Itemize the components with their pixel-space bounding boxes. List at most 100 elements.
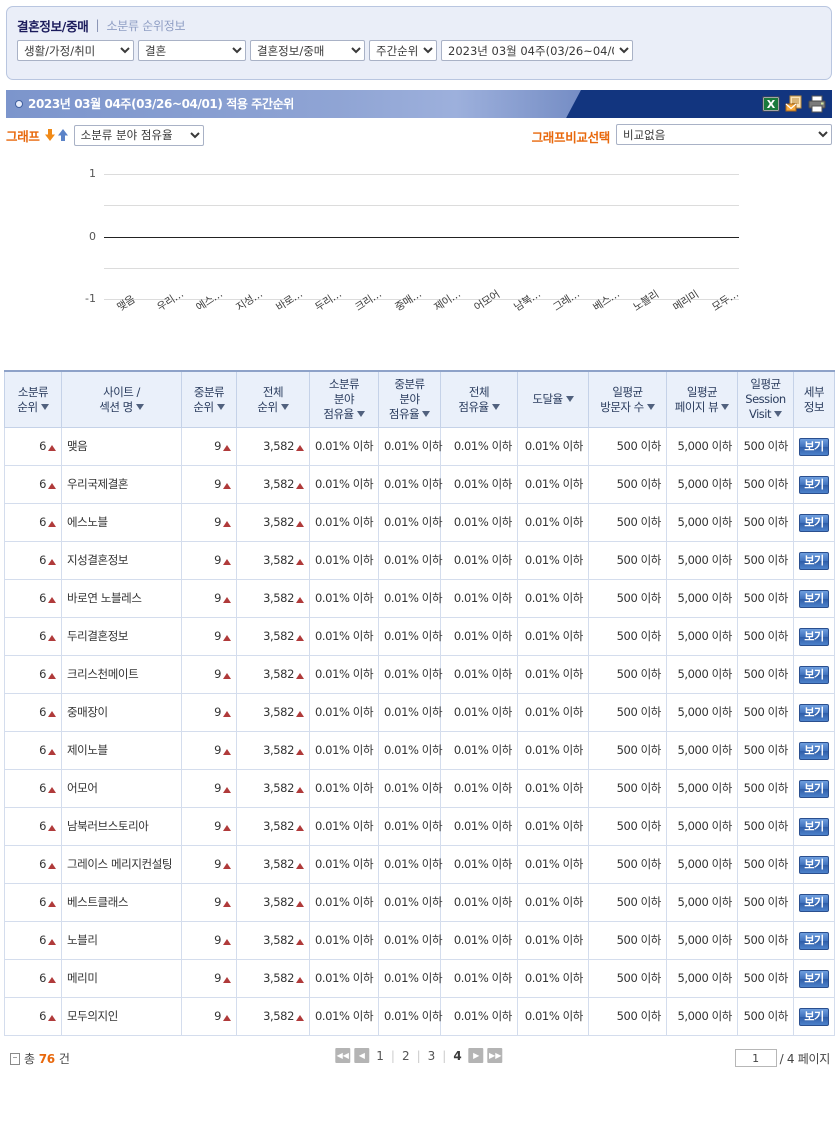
table-header-cell[interactable]: 일평균 방문자 수	[588, 371, 667, 428]
view-detail-button[interactable]: 보기	[799, 437, 829, 456]
table-cell-mid-rank: 9	[181, 845, 237, 884]
cell-value: 500 이하	[616, 629, 662, 643]
table-cell-visitors: 500 이하	[588, 921, 667, 960]
table-cell-mid-rank: 9	[181, 921, 237, 960]
table-header-cell[interactable]: 중분류 분야 점유율	[378, 371, 441, 428]
table-header-cell[interactable]: 일평균 페이지 뷰	[666, 371, 738, 428]
pagination-first-button[interactable]: ◀◀	[335, 1048, 351, 1063]
table-cell-small-share: 0.01% 이하	[309, 997, 379, 1036]
sort-ascending-icon[interactable]	[57, 128, 69, 142]
cell-value: 500 이하	[743, 629, 789, 643]
category-small-select[interactable]: 결혼정보/중매	[250, 40, 365, 61]
category-mid-select[interactable]: 결혼	[138, 40, 246, 61]
period-type-select[interactable]: 주간순위	[369, 40, 437, 61]
table-header-cell[interactable]: 소분류 분야 점유율	[309, 371, 379, 428]
table-header-label: 소분류	[17, 384, 49, 399]
table-cell-total-rank: 3,582	[236, 655, 310, 694]
table-cell-sessions: 500 이하	[737, 883, 794, 922]
table-cell-visitors: 500 이하	[588, 845, 667, 884]
view-detail-button[interactable]: 보기	[799, 551, 829, 570]
sort-descending-icon[interactable]	[646, 403, 655, 410]
sort-descending-icon[interactable]	[422, 411, 431, 417]
table-header-label: Visit	[748, 407, 772, 421]
table-cell-pageviews: 5,000 이하	[666, 427, 738, 466]
table-header-cell[interactable]: 중분류 순위	[181, 371, 237, 428]
excel-export-icon[interactable]: X	[762, 95, 780, 113]
pagination-last-button[interactable]: ▶▶	[487, 1048, 503, 1063]
view-detail-button[interactable]: 보기	[799, 665, 829, 684]
pagination-prev-button[interactable]: ◀	[354, 1048, 370, 1063]
view-detail-button[interactable]: 보기	[799, 741, 829, 760]
table-cell-small-rank: 6	[4, 769, 62, 808]
cell-value: 3,582	[263, 515, 294, 529]
chart-y-tick-label: 0	[89, 229, 96, 243]
sort-descending-icon[interactable]	[491, 403, 500, 410]
category-large-select[interactable]: 생활/가정/취미	[17, 40, 134, 61]
sort-descending-icon[interactable]	[40, 403, 49, 410]
print-icon[interactable]	[808, 95, 826, 113]
pagination-page-1[interactable]: 1	[376, 1048, 384, 1063]
rank-up-icon	[223, 711, 231, 717]
table-header-cell[interactable]: 전체 순위	[236, 371, 310, 428]
cell-value: 6	[39, 781, 46, 795]
sort-descending-icon[interactable]	[356, 411, 365, 417]
table-cell-visitors: 500 이하	[588, 883, 667, 922]
view-detail-button[interactable]: 보기	[799, 931, 829, 950]
sort-descending-icon[interactable]	[565, 396, 574, 402]
table-cell-pageviews: 5,000 이하	[666, 617, 738, 656]
table-cell-total-share: 0.01% 이하	[440, 503, 518, 542]
section-title-text: 2023년 03월 04주(03/26~04/01) 적용 주간순위	[28, 97, 294, 111]
graph-metric-select[interactable]: 소분류 분야 점유율	[73, 124, 204, 146]
view-detail-button[interactable]: 보기	[799, 893, 829, 912]
table-cell-small-share: 0.01% 이하	[309, 959, 379, 998]
table-header-cell[interactable]: 사이트 / 섹션 명	[61, 371, 182, 428]
sort-descending-icon[interactable]	[216, 403, 225, 410]
view-detail-button[interactable]: 보기	[799, 513, 829, 532]
table-cell-sessions: 500 이하	[737, 997, 794, 1036]
table-cell-site: 노블리	[61, 921, 182, 960]
pagination-page-4[interactable]: 4	[453, 1048, 462, 1063]
cell-value: 500 이하	[743, 933, 789, 947]
sort-descending-icon[interactable]	[44, 128, 56, 142]
rank-up-icon	[48, 521, 56, 527]
sort-descending-icon[interactable]	[280, 403, 289, 410]
view-detail-button[interactable]: 보기	[799, 703, 829, 722]
cell-value: 에스노블	[67, 515, 108, 529]
table-header-label: 사이트 /	[103, 384, 140, 399]
table-header-cell[interactable]: 일평균 Session Visit	[737, 371, 794, 428]
view-detail-button[interactable]: 보기	[799, 589, 829, 608]
view-detail-button[interactable]: 보기	[799, 627, 829, 646]
cell-value: 500 이하	[743, 477, 789, 491]
table-header-cell[interactable]: 전체 점유율	[440, 371, 518, 428]
table-cell-mid-rank: 9	[181, 997, 237, 1036]
table-header-cell[interactable]: 소분류 순위	[4, 371, 62, 428]
table-cell-reach: 0.01% 이하	[517, 579, 589, 618]
cell-value: 6	[39, 591, 46, 605]
sort-descending-icon[interactable]	[721, 403, 730, 410]
pagination-page-3[interactable]: 3	[427, 1048, 436, 1063]
pagination-next-button[interactable]: ▶	[468, 1048, 484, 1063]
breadcrumb: 결혼정보/중매 | 소분류 순위정보	[17, 15, 821, 35]
view-detail-button[interactable]: 보기	[799, 475, 829, 494]
table-cell-sessions: 500 이하	[737, 959, 794, 998]
view-detail-button[interactable]: 보기	[799, 817, 829, 836]
rank-up-icon	[296, 673, 304, 679]
sort-descending-icon[interactable]	[774, 411, 782, 417]
page-number-input[interactable]	[734, 1049, 777, 1067]
email-icon[interactable]	[785, 95, 803, 113]
cell-value: 500 이하	[616, 515, 662, 529]
table-cell-pageviews: 5,000 이하	[666, 693, 738, 732]
view-detail-button[interactable]: 보기	[799, 779, 829, 798]
table-header-cell[interactable]: 도달율	[517, 371, 589, 428]
view-detail-button[interactable]: 보기	[799, 969, 829, 988]
view-detail-button[interactable]: 보기	[799, 855, 829, 874]
graph-compare-select[interactable]: 비교없음	[616, 124, 832, 145]
table-cell-detail: 보기	[793, 693, 835, 732]
cell-value: 0.01% 이하	[453, 591, 513, 605]
period-value-select[interactable]: 2023년 03월 04주(03/26~04/01)	[441, 40, 633, 61]
pagination-page-2[interactable]: 2	[401, 1048, 410, 1063]
sort-descending-icon[interactable]	[135, 403, 144, 410]
view-detail-button[interactable]: 보기	[799, 1007, 829, 1026]
table-cell-visitors: 500 이하	[588, 997, 667, 1036]
table-cell-small-share: 0.01% 이하	[309, 845, 379, 884]
